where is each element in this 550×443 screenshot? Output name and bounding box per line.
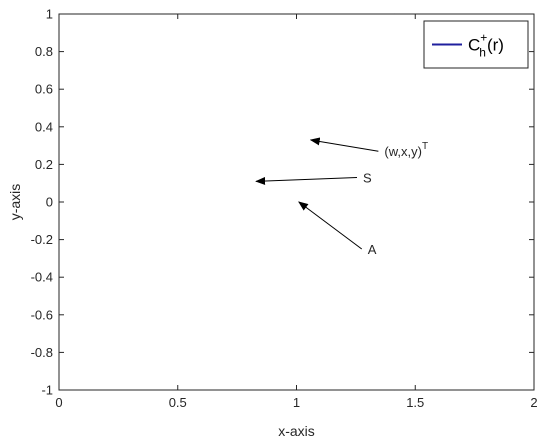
y-tick-label: -0.6 <box>31 307 53 322</box>
annotation-arrow <box>255 176 358 185</box>
y-tick-label: -1 <box>41 383 53 398</box>
axes: 0 0.5 1 1.5 2 1 0.8 0.6 0.4 0.2 0 -0.2 -0.4 -0.6 -0.8 -… <box>7 7 538 440</box>
y-tick-label: 0 <box>46 195 53 210</box>
x-tick-label: 0.5 <box>169 395 187 410</box>
x-tick-label: 0 <box>55 395 62 410</box>
y-tick-label: -0.2 <box>31 232 53 247</box>
annotation-arrow <box>298 201 363 250</box>
x-tick-label: 1.5 <box>406 395 424 410</box>
y-axis-label: y-axis <box>7 184 23 221</box>
legend-label: C+ h(r) <box>468 31 504 60</box>
legend: C+ h(r) <box>423 20 529 69</box>
y-tick-label: -0.4 <box>31 270 53 285</box>
y-tick-label: 0.4 <box>35 119 53 134</box>
x-tick-label: 2 <box>530 395 537 410</box>
x-axis-label: x-axis <box>278 423 315 439</box>
y-tick-label: -0.8 <box>31 345 53 360</box>
y-tick-label: 0.6 <box>35 82 53 97</box>
y-tick-label: 1 <box>46 7 53 22</box>
x-tick-label: 1 <box>293 395 300 410</box>
y-tick-label: 0.2 <box>35 157 53 172</box>
plot-box <box>58 13 535 391</box>
annotation-label: (w,x,y)T <box>384 141 428 159</box>
annotation-label: S <box>363 171 372 186</box>
annotation-label: A <box>368 242 377 257</box>
annotations: (w,x,y)T S A <box>255 137 428 257</box>
annotation-arrow <box>309 137 379 152</box>
y-tick-label: 0.8 <box>35 44 53 59</box>
